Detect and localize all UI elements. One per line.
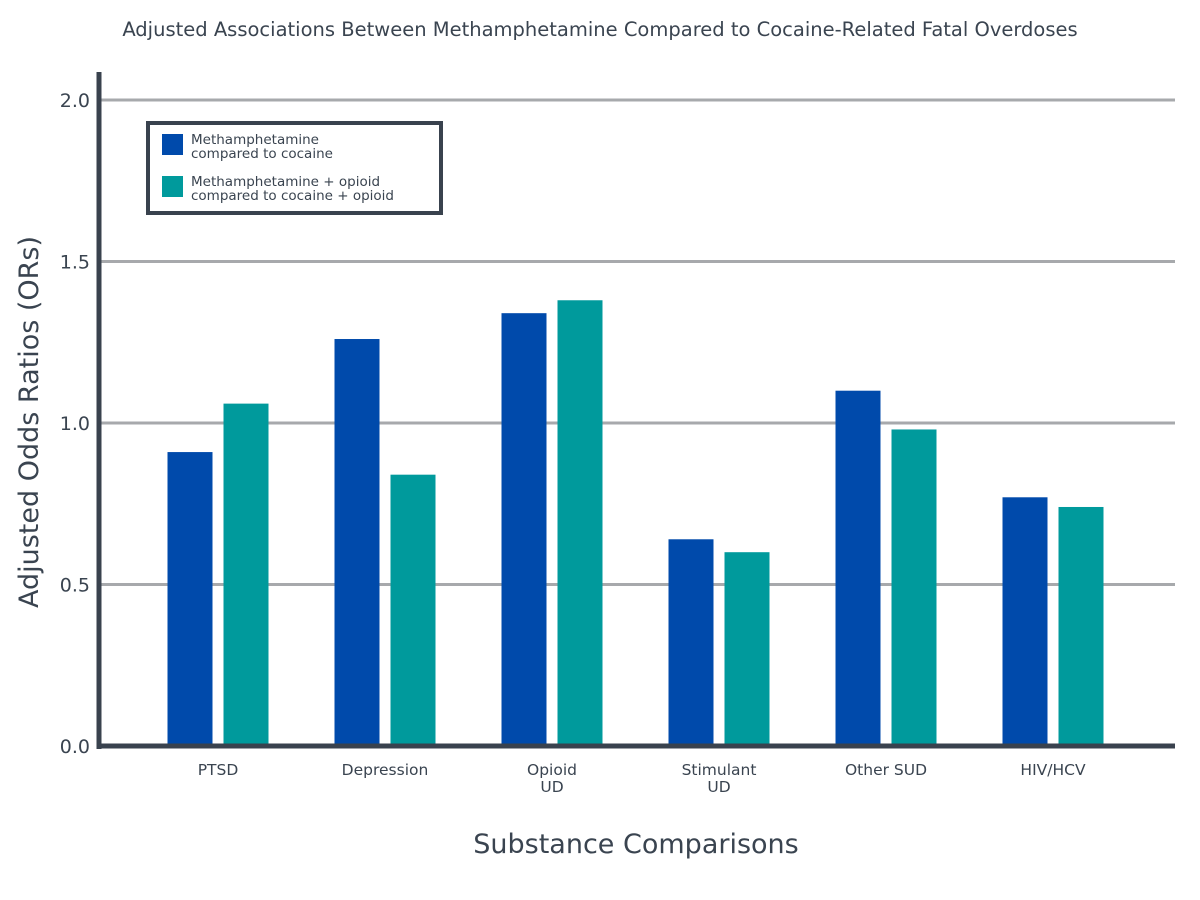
bar <box>835 390 881 746</box>
y-tick-label: 0.0 <box>60 736 90 758</box>
x-tick-label: PTSD <box>198 761 239 779</box>
bar <box>724 552 770 746</box>
y-tick-label: 2.0 <box>60 90 90 112</box>
bars <box>167 300 1104 746</box>
gridlines <box>99 98 1175 586</box>
legend-swatch <box>162 134 183 155</box>
bar <box>167 452 213 746</box>
legend-box <box>146 121 443 215</box>
legend-label: Methamphetamine compared to cocaine <box>191 132 333 162</box>
chart-title: Adjusted Associations Between Methamphet… <box>122 18 1077 41</box>
x-axis-title: Substance Comparisons <box>473 829 798 860</box>
x-tick-label: Opioid UD <box>527 761 577 796</box>
legend: Methamphetamine compared to cocaine Metham… <box>146 121 443 215</box>
bar <box>334 339 380 746</box>
bar <box>501 313 547 746</box>
bar <box>668 539 714 746</box>
y-tick-label: 1.0 <box>60 413 90 435</box>
bar <box>891 429 937 746</box>
bar <box>1002 497 1048 746</box>
bar <box>1058 506 1104 746</box>
legend-label: Methamphetamine + opioid compared to coca… <box>191 174 394 204</box>
y-tick-labels: 0.0 0.5 1.0 1.5 2.0 <box>60 90 90 758</box>
axes <box>96 72 1175 749</box>
bar <box>390 474 436 746</box>
bar <box>223 403 269 746</box>
legend-swatch <box>162 176 183 197</box>
y-tick-label: 0.5 <box>60 575 90 597</box>
y-tick-label: 1.5 <box>60 252 90 274</box>
bar <box>557 300 603 746</box>
x-tick-label: HIV/HCV <box>1020 761 1086 779</box>
x-tick-labels: PTSD Depression Opioid UD Stimulant UD Other S… <box>198 761 1086 796</box>
x-tick-label: Other SUD <box>845 761 927 779</box>
x-tick-label: Depression <box>342 761 429 779</box>
x-tick-label: Stimulant UD <box>682 761 757 796</box>
y-axis-title: Adjusted Odds Ratios (ORs) <box>14 236 45 608</box>
